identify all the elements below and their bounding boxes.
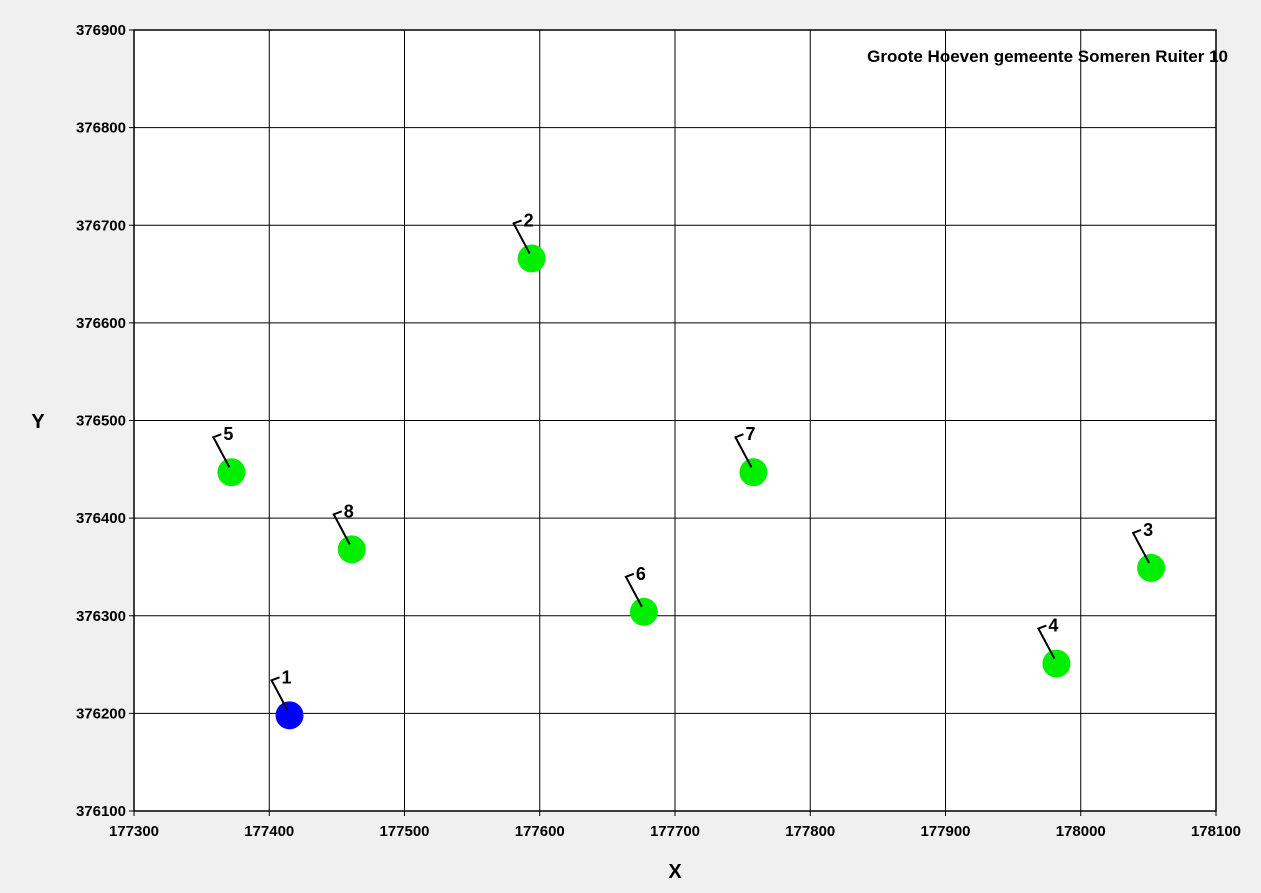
point-marker (1137, 553, 1166, 582)
y-axis-label: Y (31, 411, 45, 433)
point-label: 4 (1048, 616, 1058, 636)
y-tick-label: 376100 (76, 803, 126, 820)
label-leader-line (211, 433, 231, 468)
point-label: 7 (745, 424, 755, 444)
data-points: 1 2 3 4 5 6 7 8 (211, 210, 1166, 730)
point-label: 8 (344, 501, 354, 521)
y-tick-label: 376900 (76, 22, 126, 39)
tick-labels: 177300 177400 177500 177600 177700 177800 1779… (76, 22, 1241, 840)
point-label: 3 (1143, 520, 1153, 540)
label-leader-line (624, 572, 643, 608)
y-tick-label: 376200 (76, 705, 126, 722)
x-tick-label: 177400 (244, 823, 294, 840)
x-tick-label: 177500 (379, 823, 429, 840)
label-leader-line (1036, 624, 1056, 660)
label-leader-line (734, 433, 753, 468)
x-tick-label: 177800 (785, 823, 835, 840)
point-label: 1 (282, 667, 292, 687)
point-marker (337, 535, 366, 564)
y-tick-label: 376300 (76, 608, 126, 625)
label-leader-line (270, 676, 289, 711)
x-tick-label: 178000 (1056, 823, 1106, 840)
plot-border (133, 29, 1217, 812)
y-tick-label: 376500 (76, 413, 126, 430)
x-tick-label: 178100 (1191, 823, 1241, 840)
chart-title: Groote Hoeven gemeente Someren Ruiter 10 (867, 47, 1228, 66)
x-axis-label: X (668, 861, 682, 883)
point-marker (217, 458, 246, 487)
data-point-5: 5 (211, 424, 246, 487)
point-label: 6 (636, 564, 646, 584)
y-tick-label: 376700 (76, 217, 126, 234)
label-leader-line (1131, 528, 1150, 564)
data-point-8: 8 (332, 501, 366, 564)
x-tick-label: 177700 (650, 823, 700, 840)
point-label: 5 (223, 424, 233, 444)
data-point-6: 6 (624, 564, 658, 626)
data-point-7: 7 (734, 424, 768, 487)
y-tick-label: 376600 (76, 315, 126, 332)
y-tick-label: 376800 (76, 120, 126, 137)
point-marker (739, 458, 768, 487)
x-tick-label: 177300 (109, 823, 159, 840)
point-marker (517, 244, 546, 273)
point-marker (629, 597, 658, 626)
data-point-3: 3 (1131, 520, 1166, 582)
label-leader-line (512, 219, 531, 254)
data-point-4: 4 (1036, 616, 1071, 678)
point-marker (275, 701, 304, 730)
data-point-1: 1 (270, 667, 304, 730)
x-tick-label: 177900 (920, 823, 970, 840)
x-tick-label: 177600 (515, 823, 565, 840)
data-point-2: 2 (512, 210, 546, 273)
label-leader-line (332, 510, 351, 545)
point-marker (1042, 649, 1071, 678)
y-tick-label: 376400 (76, 510, 126, 527)
point-label: 2 (524, 210, 534, 230)
